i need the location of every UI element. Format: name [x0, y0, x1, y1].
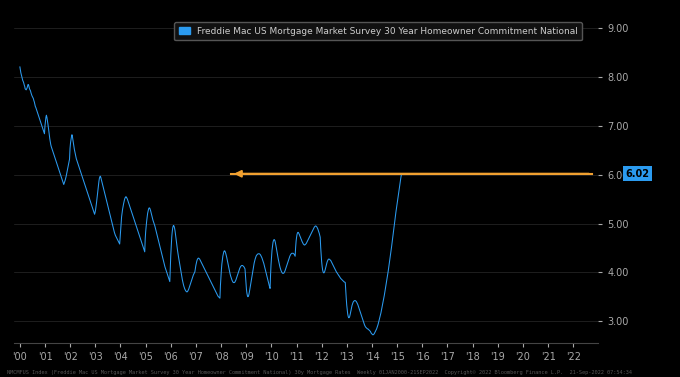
Legend: Freddie Mac US Mortgage Market Survey 30 Year Homeowner Commitment National: Freddie Mac US Mortgage Market Survey 30…: [174, 23, 582, 40]
Text: 6.02: 6.02: [626, 169, 649, 179]
Text: NMCMFUS Index (Freddie Mac US Mortgage Market Survey 30 Year Homeowner Commitmen: NMCMFUS Index (Freddie Mac US Mortgage M…: [7, 370, 632, 375]
